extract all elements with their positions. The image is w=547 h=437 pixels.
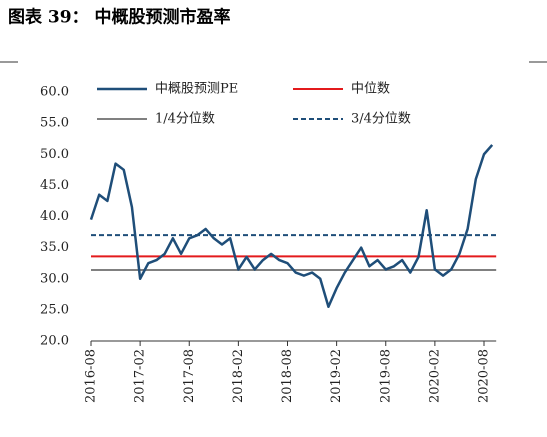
legend: 中概股预测PE 中位数 1/4分位数 3/4分位数 [97, 82, 411, 127]
x-tick-label: 2017-02 [133, 349, 148, 403]
x-tick-label: 2020-08 [477, 349, 492, 403]
y-tick-label: 40.0 [40, 209, 69, 224]
x-tick-label: 2016-08 [84, 349, 99, 403]
x-tick-label: 2018-08 [280, 349, 295, 403]
x-tick-label: 2020-02 [427, 349, 442, 403]
x-tick-label: 2019-08 [378, 349, 393, 403]
y-tick-label: 20.0 [40, 334, 69, 349]
x-tick-label: 2017-08 [182, 349, 197, 403]
data-line [89, 144, 494, 309]
x-tick-label: 2019-02 [329, 349, 344, 403]
y-tick-label: 30.0 [40, 271, 69, 286]
x-tick-label: 2018-02 [231, 349, 246, 403]
y-tick-label: 50.0 [40, 147, 69, 162]
y-tick-label: 25.0 [40, 302, 69, 317]
y-tick-label: 35.0 [40, 240, 69, 255]
legend-label: 中位数 [351, 82, 390, 97]
chart-title: 图表 39： 中概股预测市盈率 [8, 7, 231, 28]
legend-label: 1/4分位数 [155, 112, 215, 127]
legend-label: 中概股预测PE [155, 82, 238, 97]
legend-label: 3/4分位数 [351, 112, 411, 127]
y-tick-label: 60.0 [40, 85, 69, 100]
y-tick-label: 45.0 [40, 178, 69, 193]
y-tick-label: 55.0 [40, 116, 69, 131]
